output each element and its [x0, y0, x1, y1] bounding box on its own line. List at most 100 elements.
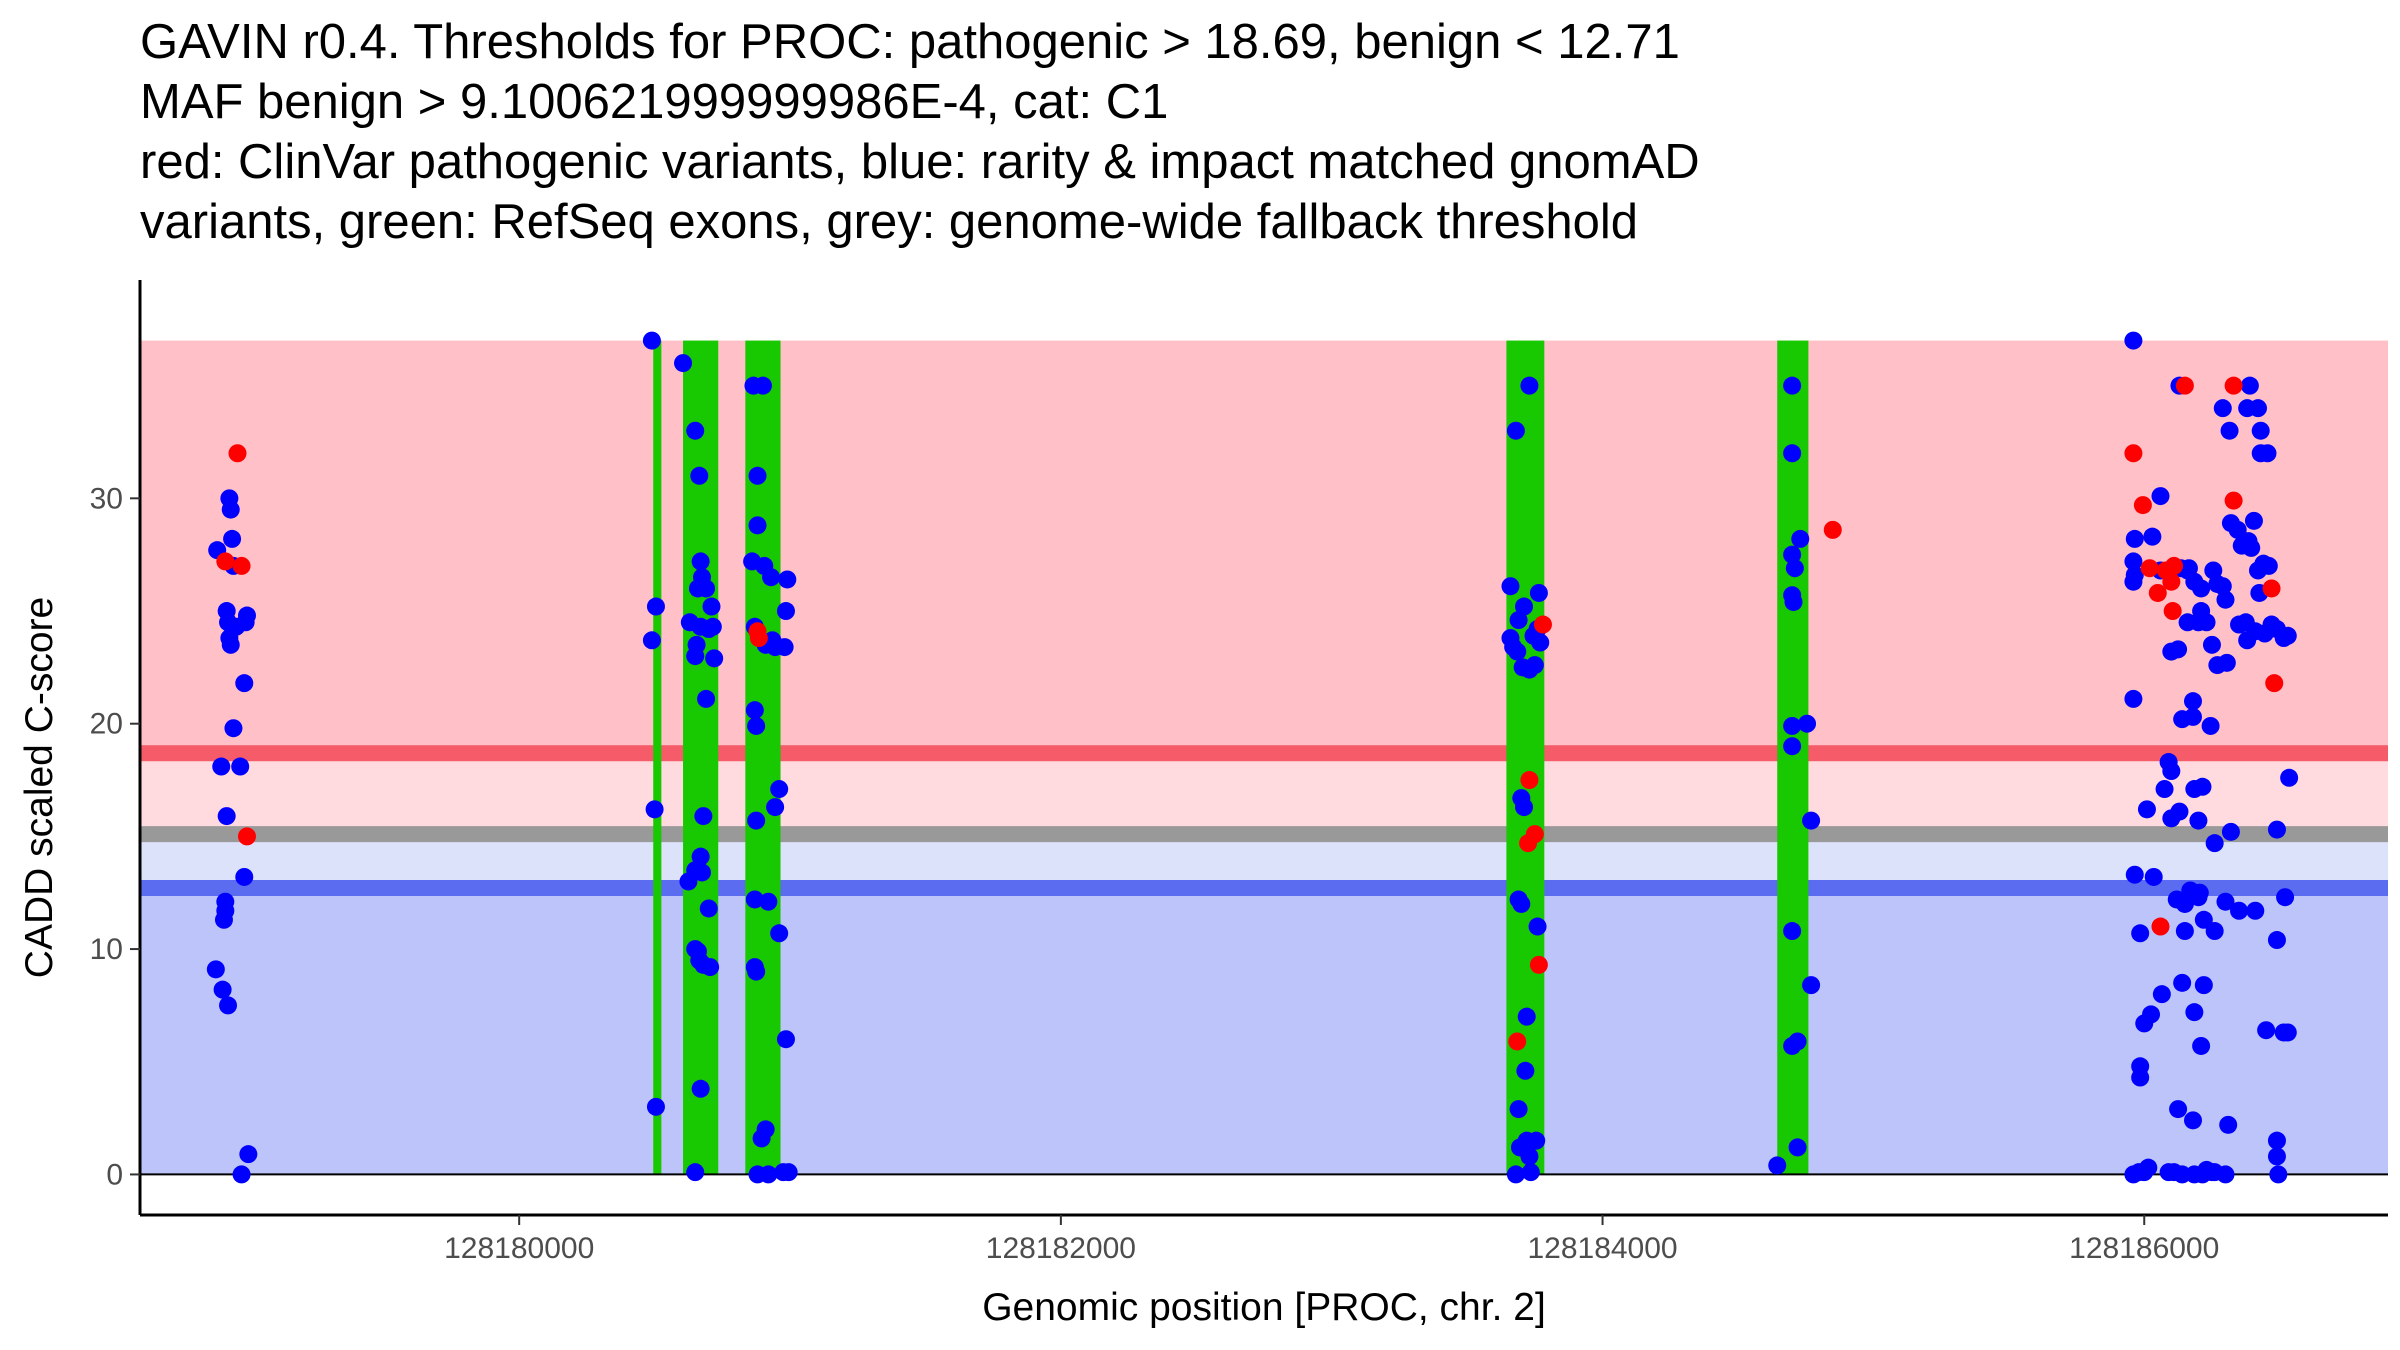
gnomad-point-22 [206, 960, 225, 979]
gnomad-point-153 [2204, 561, 2223, 580]
gnomad-point-188 [2189, 613, 2208, 632]
gnomad-point-226 [2152, 985, 2171, 1004]
gnomad-point-130 [1783, 737, 1802, 756]
gnomad-point-31 [646, 1097, 665, 1116]
gnomad-point-131 [1802, 811, 1821, 830]
gnomad-point-93 [1520, 376, 1539, 395]
gnomad-point-104 [1531, 633, 1550, 652]
gnomad-point-124 [1783, 545, 1802, 564]
chart-title-line-2: MAF benign > 9.100621999999986E-4, cat: … [140, 75, 1169, 129]
gnomad-point-135 [1788, 1032, 1807, 1051]
gnomad-point-47 [697, 689, 716, 708]
x-tick-label-2: 128182000 [986, 1232, 1136, 1265]
gnomad-point-205 [2189, 811, 2208, 830]
gnomad-point-91 [779, 1163, 798, 1182]
y-tick-label-3: 20 [90, 708, 123, 741]
exon-bar-1 [653, 340, 662, 1175]
gnomad-point-117 [1527, 1131, 1546, 1150]
gnomad-point-218 [2194, 910, 2213, 929]
gnomad-point-150 [2192, 579, 2211, 598]
gnomad-point-227 [2173, 973, 2192, 992]
gnomad-point-225 [2131, 924, 2150, 943]
chart-title-block: GAVIN r0.4. Thresholds for PROC: pathoge… [140, 12, 1700, 252]
gnomad-point-33 [686, 421, 705, 440]
gnomad-point-119 [1506, 1165, 1525, 1184]
gnomad-point-184 [2278, 626, 2297, 645]
gnomad-point-45 [686, 647, 705, 666]
x-tick-label-3: 128184000 [1527, 1232, 1677, 1265]
chart-title-line-3: red: ClinVar pathogenic variants, blue: … [140, 135, 1700, 189]
pathogenic-point-22 [2175, 376, 2194, 395]
region-fallback [140, 834, 2388, 888]
gnomad-point-43 [703, 617, 722, 636]
pathogenic-point-23 [2165, 556, 2184, 575]
pathogenic-point-20 [2163, 602, 2182, 621]
gnomad-point-46 [705, 649, 724, 668]
gnomad-point-14 [224, 719, 243, 738]
gnomad-point-42 [702, 597, 721, 616]
gnomad-point-156 [2216, 590, 2235, 609]
pathogenic-threshold-line [140, 745, 2388, 762]
gnomad-point-69 [776, 602, 795, 621]
gnomad-point-133 [1802, 976, 1821, 995]
gnomad-point-29 [642, 631, 661, 650]
gnomad-point-238 [2169, 1100, 2188, 1119]
gnomad-point-125 [1785, 559, 1804, 578]
pathogenic-point-25 [2224, 376, 2243, 395]
gnomad-point-235 [2278, 1023, 2297, 1042]
x-axis-title: Genomic position [PROC, chr. 2] [982, 1286, 1546, 1329]
y-tick-label-2: 10 [90, 933, 123, 966]
gnomad-point-77 [770, 780, 789, 799]
gnomad-point-138 [2124, 331, 2143, 350]
benign-threshold-line [140, 879, 2388, 896]
gnomad-point-13 [235, 674, 254, 693]
gnomad-point-17 [217, 807, 236, 826]
gnomad-point-166 [2259, 556, 2278, 575]
gnomad-point-139 [2125, 529, 2144, 548]
gnomad-point-59 [691, 1079, 710, 1098]
gnomad-point-67 [762, 568, 781, 587]
gnomad-point-35 [691, 552, 710, 571]
gnomad-point-32 [674, 354, 693, 373]
region-intermediate [140, 753, 2388, 835]
gnomad-point-74 [775, 638, 794, 657]
gnomad-point-167 [2213, 399, 2232, 418]
gnomad-point-172 [2251, 421, 2270, 440]
gnomad-point-217 [2216, 892, 2235, 911]
gnomad-point-96 [1509, 611, 1528, 630]
gnomad-point-142 [2124, 572, 2143, 591]
gnomad-point-132 [1783, 922, 1802, 941]
gnomad-point-15 [212, 757, 231, 776]
gnomad-point-62 [753, 376, 772, 395]
gnomad-point-174 [2258, 444, 2277, 463]
gnomad-point-256 [2269, 1165, 2288, 1184]
gnomad-point-4 [223, 529, 242, 548]
gnomad-point-111 [1528, 917, 1547, 936]
gnomad-point-21 [214, 910, 233, 929]
gnomad-point-186 [2169, 640, 2188, 659]
gnomad-point-68 [778, 570, 797, 589]
pathogenic-point-7 [1520, 771, 1539, 790]
gnomad-point-48 [694, 807, 713, 826]
gnomad-point-118 [1520, 1147, 1539, 1166]
gnomad-point-144 [2151, 487, 2170, 506]
gnomad-point-63 [748, 466, 767, 485]
gnomad-point-84 [747, 962, 766, 981]
gnomad-point-103 [1529, 583, 1548, 602]
gnomad-point-155 [2213, 577, 2232, 596]
gnomad-point-34 [690, 466, 709, 485]
gnomad-point-210 [2125, 865, 2144, 884]
gnomad-point-18 [235, 867, 254, 886]
y-axis-title: CADD scaled C-score [18, 597, 61, 978]
gnomad-point-12 [237, 606, 256, 625]
pathogenic-point-27 [2265, 674, 2284, 693]
gnomad-point-216 [2190, 883, 2209, 902]
gnomad-point-113 [1516, 1061, 1535, 1080]
gnomad-point-207 [2221, 822, 2240, 841]
gnomad-point-129 [1798, 714, 1817, 733]
gnomad-point-121 [1783, 376, 1802, 395]
gnomad-point-51 [693, 863, 711, 882]
pathogenic-point-6 [749, 629, 768, 648]
gnomad-point-148 [2179, 559, 2198, 578]
